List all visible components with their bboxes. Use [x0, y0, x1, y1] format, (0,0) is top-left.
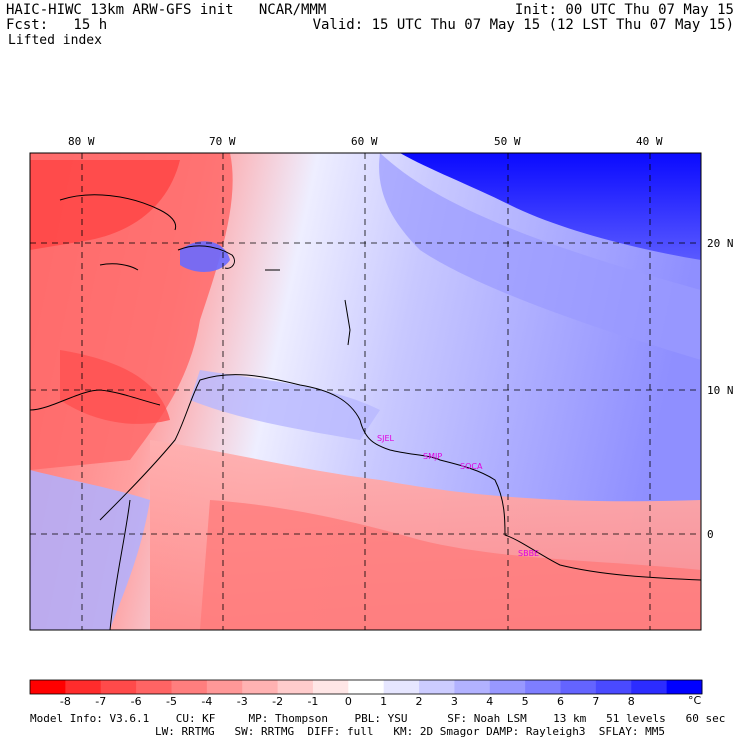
site-label-sjel: SJEL: [377, 434, 394, 443]
colorbar-swatch: [65, 680, 102, 694]
colorbar-tick-label: 4: [486, 695, 493, 708]
colorbar-swatch: [171, 680, 208, 694]
colorbar-swatch: [383, 680, 420, 694]
colorbar-tick-label: 0: [345, 695, 352, 708]
colorbar-swatch: [206, 680, 243, 694]
colorbar-tick-label: 8: [628, 695, 635, 708]
lon-label-40w: 40 W: [636, 135, 663, 148]
forecast-hour: Fcst: 15 h: [6, 17, 108, 33]
colorbar-swatch: [136, 680, 172, 694]
colorbar-tick-label: 6: [557, 695, 564, 708]
colorbar-unit: °C: [688, 694, 702, 707]
colorbar-border: [29, 679, 703, 695]
site-label-soca: SOCA: [460, 462, 483, 471]
colorbar-tick-label: -1: [307, 695, 318, 708]
model-title: HAIC-HIWC 13km ARW-GFS init NCAR/MMM: [6, 2, 327, 18]
lon-label-50w: 50 W: [494, 135, 521, 148]
valid-time: Valid: 15 UTC Thu 07 May 15 (12 LST Thu …: [312, 17, 734, 33]
site-label-smjp: SMJP: [423, 452, 442, 461]
site-label-sbbe: SBBE: [518, 549, 539, 558]
colorbar-swatch: [454, 680, 491, 694]
lat-label-10n: 10 N: [707, 384, 734, 397]
model-info-line1: Model Info: V3.6.1 CU: KF MP: Thompson P…: [30, 712, 726, 725]
colorbar-tick-label: -3: [237, 695, 248, 708]
colorbar: -8 -7 -6 -5 -4 -3 -2 -1 0 1 2 3 4 5 6 7 8: [29, 679, 703, 708]
colorbar-tick-label: -5: [166, 695, 177, 708]
colorbar-tick-label: -8: [60, 695, 71, 708]
lon-label-80w: 80 W: [68, 135, 95, 148]
coastlines: [30, 194, 701, 630]
colorbar-swatch: [595, 680, 632, 694]
colorbar-swatch: [525, 680, 562, 694]
colorbar-swatch: [631, 680, 668, 694]
colorbar-tick-label: 1: [380, 695, 387, 708]
colorbar-tick-label: 2: [416, 695, 423, 708]
lat-label-20n: 20 N: [707, 237, 734, 250]
init-time: Init: 00 UTC Thu 07 May 15: [514, 2, 734, 18]
field-name: Lifted index: [8, 33, 102, 48]
colorbar-swatch: [489, 680, 526, 694]
colorbar-swatch: [100, 680, 137, 694]
colorbar-swatch: [30, 680, 66, 694]
lat-lon-grid: [30, 153, 701, 630]
colorbar-tick-label: 7: [592, 695, 599, 708]
lat-label-0: 0: [707, 528, 714, 541]
colorbar-tick-label: 3: [451, 695, 458, 708]
colorbar-tick-label: -4: [201, 695, 212, 708]
lon-label-70w: 70 W: [209, 135, 236, 148]
colorbar-swatch: [242, 680, 279, 694]
colorbar-tick-label: -6: [131, 695, 142, 708]
lon-label-60w: 60 W: [351, 135, 378, 148]
model-info-line2: LW: RRTMG SW: RRTMG DIFF: full KM: 2D Sm…: [155, 725, 665, 738]
colorbar-swatch: [419, 680, 455, 694]
colorbar-swatch: [560, 680, 597, 694]
colorbar-swatch: [277, 680, 314, 694]
colorbar-tick-label: -7: [95, 695, 106, 708]
colorbar-tick-label: -2: [272, 695, 283, 708]
colorbar-swatch: [312, 680, 349, 694]
colorbar-tick-label: 5: [522, 695, 529, 708]
colorbar-swatch: [666, 680, 703, 694]
colorbar-swatch: [348, 680, 385, 694]
map-field: [30, 153, 701, 630]
